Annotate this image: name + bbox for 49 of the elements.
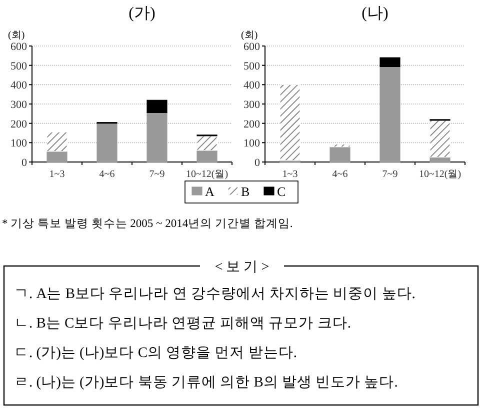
x-tick-label: 7~9 bbox=[149, 169, 165, 180]
y-tick-label: 100 bbox=[244, 138, 260, 150]
x-tick-label: 4~6 bbox=[332, 169, 348, 180]
chart-title: (가) bbox=[128, 5, 156, 22]
y-tick-label: 300 bbox=[10, 99, 28, 111]
legend-label: B bbox=[241, 184, 250, 199]
y-tick-label: 0 bbox=[254, 157, 260, 169]
legend-label: A bbox=[205, 184, 215, 199]
x-tick-label: 4~6 bbox=[99, 169, 115, 180]
y-tick-label: 600 bbox=[10, 41, 28, 53]
y-tick-label: 600 bbox=[244, 41, 260, 53]
y-tick-label: 500 bbox=[10, 60, 28, 72]
bar bbox=[46, 151, 68, 162]
y-tick-label: 200 bbox=[244, 118, 260, 130]
bar bbox=[280, 84, 300, 161]
bar bbox=[196, 150, 218, 162]
text: ㄷ. (가)는 (나)보다 C의 영향을 먼저 받는다. bbox=[14, 345, 297, 361]
x-tick-label: 10~12(월) bbox=[186, 169, 228, 180]
text: ㄹ. (나)는 (가)보다 북동 기류에 의한 B의 발생 빈도가 높다. bbox=[14, 374, 398, 390]
bar bbox=[330, 146, 350, 162]
bar bbox=[380, 66, 400, 162]
y-tick-label: 400 bbox=[244, 80, 260, 92]
y-tick-label: 500 bbox=[244, 60, 260, 72]
bar bbox=[46, 132, 68, 152]
text: < 보 기 > bbox=[214, 260, 270, 275]
y-tick-label: 100 bbox=[10, 138, 28, 150]
y-tick-label: 400 bbox=[10, 80, 28, 92]
chart-title: (나) bbox=[362, 5, 388, 22]
bar bbox=[96, 123, 118, 162]
bar bbox=[430, 156, 450, 162]
y-tick-label: 300 bbox=[244, 99, 260, 111]
bar bbox=[330, 144, 350, 148]
x-tick-label: 10~12(월) bbox=[418, 169, 462, 180]
y-tick-label: 200 bbox=[10, 118, 28, 130]
bar bbox=[380, 57, 400, 67]
y-axis-title: (회) bbox=[241, 30, 258, 41]
bar bbox=[146, 112, 168, 162]
bar bbox=[430, 120, 450, 158]
text: ㄴ. B는 C보다 우리나라 연평균 피해액 규모가 크다. bbox=[14, 316, 351, 332]
text: * 기상 특보 발령 횟수는 2005 ~ 2014년의 기간별 합계임. bbox=[2, 218, 293, 230]
bar bbox=[196, 136, 218, 151]
x-tick-label: 1~3 bbox=[282, 169, 298, 180]
x-tick-label: 1~3 bbox=[49, 169, 65, 180]
x-tick-label: 7~9 bbox=[382, 169, 398, 180]
y-tick-label: 0 bbox=[22, 157, 28, 169]
text: ㄱ. A는 B보다 우리나라 연 강수량에서 차지하는 비중이 높다. bbox=[14, 286, 416, 302]
y-axis-title: (회) bbox=[8, 30, 25, 41]
legend-label: C bbox=[277, 184, 286, 199]
bar bbox=[146, 100, 168, 113]
